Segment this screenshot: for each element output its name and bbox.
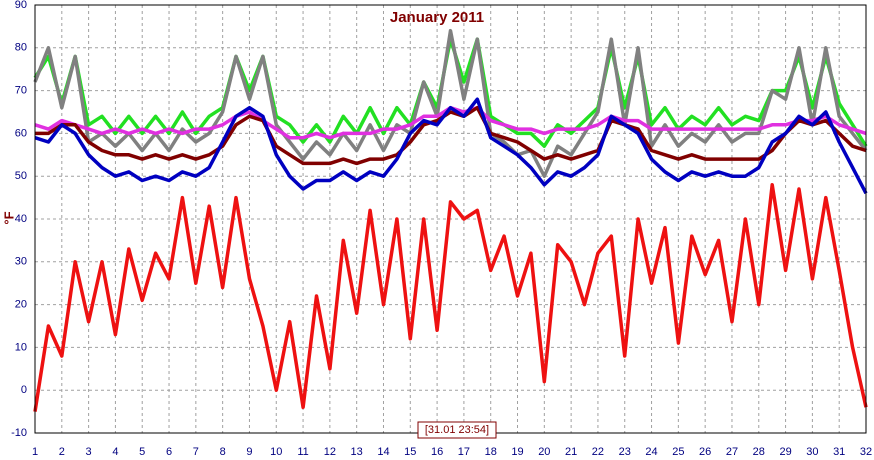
x-tick-label: 4	[112, 446, 118, 458]
x-tick-label: 16	[431, 446, 443, 458]
x-tick-label: 7	[193, 446, 199, 458]
series-line	[33, 28, 868, 178]
y-tick-label: 20	[15, 299, 27, 311]
annotation: [31.01 23:54]	[425, 424, 489, 436]
y-tick-label: 30	[15, 256, 27, 268]
x-tick-label: 8	[220, 446, 226, 458]
y-tick-label: 70	[15, 85, 27, 97]
x-tick-label: 3	[86, 446, 92, 458]
x-tick-label: 12	[324, 446, 336, 458]
x-tick-label: 21	[565, 446, 577, 458]
x-tick-label: 30	[806, 446, 818, 458]
y-tick-label: 80	[15, 42, 27, 54]
y-tick-label: 60	[15, 127, 27, 139]
x-tick-label: 9	[246, 446, 252, 458]
x-tick-label: 17	[458, 446, 470, 458]
x-tick-label: 5	[139, 446, 145, 458]
x-tick-label: 6	[166, 446, 172, 458]
annotation-box	[417, 421, 497, 439]
x-tick-label: 27	[726, 446, 738, 458]
x-tick-label: 11	[297, 446, 308, 458]
lines	[33, 28, 868, 412]
x-tick-label: 1	[32, 446, 38, 458]
series-line	[35, 105, 867, 166]
x-tick-label: 32	[860, 446, 872, 458]
y-tick-label: -10	[11, 427, 27, 439]
y-tick-label: 10	[15, 341, 27, 353]
x-tick-label: 23	[619, 446, 631, 458]
x-tick-label: 29	[779, 446, 791, 458]
x-tick-label: 15	[404, 446, 416, 458]
y-axis-label: °F	[1, 211, 16, 224]
x-tick-label: 13	[351, 446, 363, 458]
y-tick-label: 90	[15, 0, 27, 11]
x-tick-label: 26	[699, 446, 711, 458]
chart-title: January 2011	[390, 9, 484, 26]
x-tick-label: 2	[59, 446, 65, 458]
series-line	[33, 183, 868, 412]
x-tick-label: 31	[833, 446, 845, 458]
x-tick-label: 18	[485, 446, 497, 458]
y-tick-label: 50	[15, 170, 27, 182]
x-tick-label: 10	[270, 446, 282, 458]
x-tick-label: 28	[753, 446, 765, 458]
y-tick-label: 40	[15, 213, 27, 225]
x-tick-label: 20	[538, 446, 550, 458]
x-tick-label: 14	[377, 446, 389, 458]
x-tick-label: 19	[511, 446, 523, 458]
x-tick-label: 24	[645, 446, 657, 458]
series-line	[34, 97, 868, 195]
y-tick-label: 0	[21, 384, 27, 396]
x-tick-label: 25	[672, 446, 684, 458]
x-tick-label: 22	[592, 446, 604, 458]
